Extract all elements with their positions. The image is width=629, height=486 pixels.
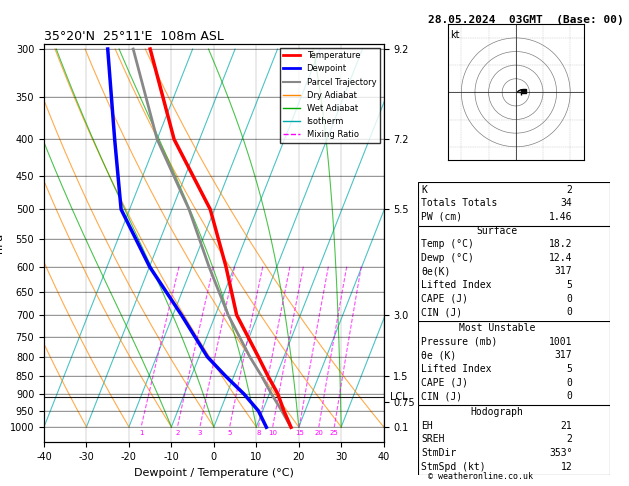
FancyBboxPatch shape [418, 182, 610, 226]
Text: 28.05.2024  03GMT  (Base: 00): 28.05.2024 03GMT (Base: 00) [428, 15, 623, 25]
Text: 317: 317 [555, 350, 572, 361]
Text: 15: 15 [295, 431, 304, 436]
Text: Most Unstable: Most Unstable [459, 323, 535, 333]
Text: θe(K): θe(K) [421, 266, 451, 277]
Text: 21: 21 [560, 421, 572, 431]
Text: 317: 317 [555, 266, 572, 277]
Text: StmSpd (kt): StmSpd (kt) [421, 462, 486, 472]
Text: EH: EH [421, 421, 433, 431]
Text: 0: 0 [567, 294, 572, 304]
Y-axis label: hPa: hPa [0, 233, 4, 253]
Text: 35°20'N  25°11'E  108m ASL: 35°20'N 25°11'E 108m ASL [44, 30, 224, 43]
Text: 2: 2 [175, 431, 180, 436]
Text: 12.4: 12.4 [549, 253, 572, 263]
Text: 2: 2 [567, 185, 572, 195]
Text: kt: kt [450, 30, 460, 40]
Text: Totals Totals: Totals Totals [421, 198, 498, 208]
Text: © weatheronline.co.uk: © weatheronline.co.uk [428, 472, 533, 481]
Text: 20: 20 [314, 431, 323, 436]
Text: 12: 12 [560, 462, 572, 472]
Text: 0: 0 [567, 307, 572, 317]
Text: 5: 5 [567, 280, 572, 290]
FancyBboxPatch shape [418, 405, 610, 475]
Text: Lifted Index: Lifted Index [421, 364, 492, 374]
Text: 0: 0 [567, 378, 572, 388]
Legend: Temperature, Dewpoint, Parcel Trajectory, Dry Adiabat, Wet Adiabat, Isotherm, Mi: Temperature, Dewpoint, Parcel Trajectory… [280, 48, 379, 142]
Text: 1: 1 [139, 431, 143, 436]
Text: 5: 5 [567, 364, 572, 374]
Text: Pressure (mb): Pressure (mb) [421, 337, 498, 347]
Text: θe (K): θe (K) [421, 350, 457, 361]
Text: 1001: 1001 [549, 337, 572, 347]
Text: 10: 10 [268, 431, 277, 436]
FancyBboxPatch shape [418, 226, 610, 323]
Y-axis label: km
ASL: km ASL [426, 243, 445, 264]
Text: 34: 34 [560, 198, 572, 208]
Text: CAPE (J): CAPE (J) [421, 378, 469, 388]
Text: PW (cm): PW (cm) [421, 212, 462, 222]
X-axis label: Dewpoint / Temperature (°C): Dewpoint / Temperature (°C) [134, 468, 294, 478]
Text: Lifted Index: Lifted Index [421, 280, 492, 290]
Text: 1.46: 1.46 [549, 212, 572, 222]
Text: CAPE (J): CAPE (J) [421, 294, 469, 304]
Text: 353°: 353° [549, 448, 572, 458]
Text: 0: 0 [567, 391, 572, 401]
Text: 8: 8 [256, 431, 261, 436]
Text: LCL: LCL [391, 392, 408, 402]
Text: K: K [421, 185, 427, 195]
Text: CIN (J): CIN (J) [421, 307, 462, 317]
Text: SREH: SREH [421, 434, 445, 445]
FancyBboxPatch shape [418, 321, 610, 405]
Text: CIN (J): CIN (J) [421, 391, 462, 401]
Text: 5: 5 [228, 431, 232, 436]
Text: Surface: Surface [476, 226, 518, 236]
Text: StmDir: StmDir [421, 448, 457, 458]
Text: Temp (°C): Temp (°C) [421, 239, 474, 249]
Text: Hodograph: Hodograph [470, 407, 523, 417]
Text: 3: 3 [198, 431, 202, 436]
Text: Dewp (°C): Dewp (°C) [421, 253, 474, 263]
Text: 25: 25 [330, 431, 338, 436]
Text: 2: 2 [567, 434, 572, 445]
Text: 18.2: 18.2 [549, 239, 572, 249]
